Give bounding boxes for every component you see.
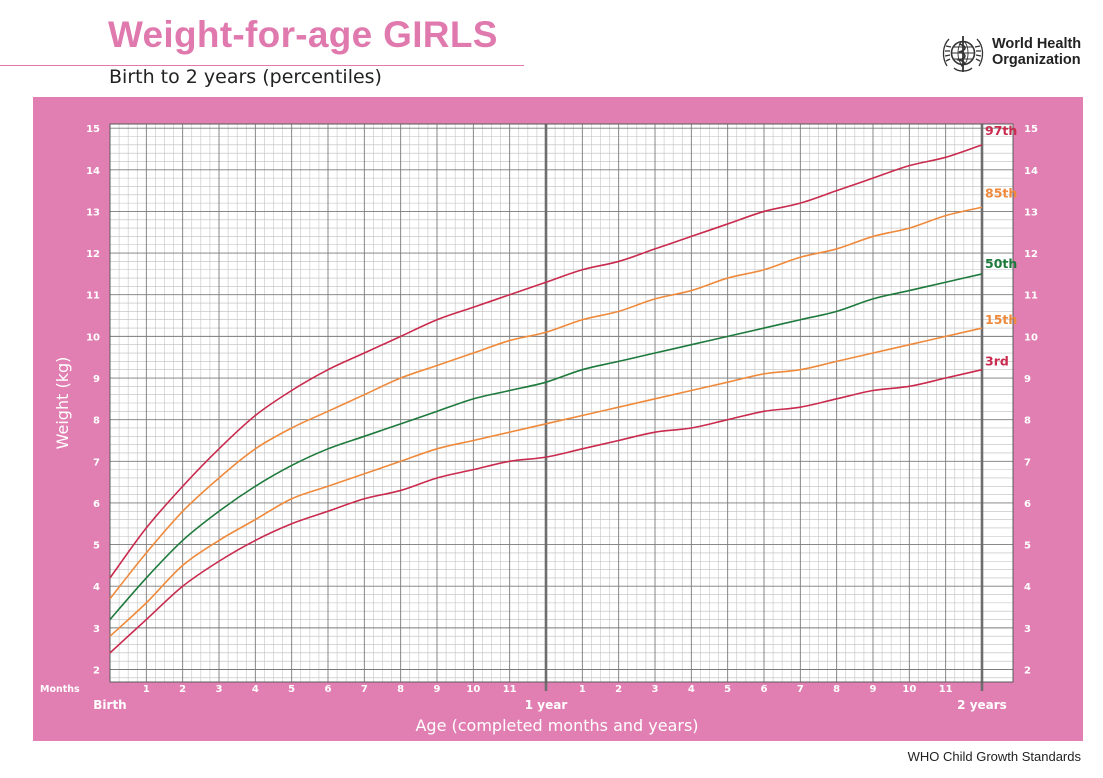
y-tick-labels: 2 2 3 3 4 4 5 5 6 6 7 7 8 8 9 9 10 10 11 11 12 12 13 13 14 14 15 15 xyxy=(86,124,1038,676)
y-tick-label-left: 6 xyxy=(93,499,100,510)
x-tick-label: 4 xyxy=(252,684,259,695)
who-logo-block: World Health Organization xyxy=(940,32,1090,76)
x-tick-label: 8 xyxy=(397,684,404,695)
y-tick-label-right: 12 xyxy=(1024,249,1038,260)
x-tick-label: 11 xyxy=(939,684,953,695)
percentile-labels: 3rd 15th 50th 85th 97th xyxy=(985,123,1017,369)
x-unit-label: Months xyxy=(40,684,80,695)
page-title: Weight-for-age GIRLS xyxy=(108,14,498,55)
y-tick-label-right: 3 xyxy=(1024,624,1031,635)
x-tick-label: 6 xyxy=(325,684,332,695)
y-tick-label-right: 13 xyxy=(1024,207,1038,218)
x-tick-label: 10 xyxy=(466,684,480,695)
x-tick-label: 6 xyxy=(761,684,768,695)
percentile-label-p3: 3rd xyxy=(985,354,1009,369)
y-tick-label-left: 7 xyxy=(93,457,100,468)
y-tick-label-left: 11 xyxy=(86,291,100,302)
x-tick-label: 9 xyxy=(434,684,441,695)
title-divider xyxy=(0,65,524,66)
x-tick-label: 10 xyxy=(902,684,916,695)
x-tick-label: Birth xyxy=(93,698,126,712)
who-name-line1: World Health xyxy=(992,36,1082,52)
y-tick-label-right: 14 xyxy=(1024,166,1038,177)
y-tick-label-right: 5 xyxy=(1024,541,1031,552)
percentile-line-p50 xyxy=(109,273,983,621)
percentile-label-p50: 50th xyxy=(985,256,1017,271)
footer-source: WHO Child Growth Standards xyxy=(907,749,1081,764)
x-tick-label: 1 xyxy=(579,684,586,695)
percentile-label-p97: 97th xyxy=(985,123,1017,138)
grid-minor xyxy=(110,124,1013,682)
percentile-line-p85 xyxy=(109,206,983,600)
x-tick-label: 8 xyxy=(833,684,840,695)
x-tick-label: 2 xyxy=(179,684,186,695)
percentile-line-p3 xyxy=(109,368,983,654)
y-tick-label-right: 8 xyxy=(1024,416,1031,427)
x-axis-title: Age (completed months and years) xyxy=(415,716,698,735)
x-tick-label: 1 xyxy=(143,684,150,695)
x-tick-label: 3 xyxy=(216,684,223,695)
x-tick-label: 2 years xyxy=(957,698,1007,712)
x-tick-label: 3 xyxy=(652,684,659,695)
plot-border xyxy=(109,123,1014,683)
y-tick-label-left: 8 xyxy=(93,416,100,427)
y-tick-label-left: 9 xyxy=(93,374,100,385)
x-tick-label: 7 xyxy=(797,684,804,695)
x-tick-label: 11 xyxy=(503,684,517,695)
y-tick-label-left: 2 xyxy=(93,666,100,677)
x-tick-label: 1 year xyxy=(525,698,568,712)
y-tick-label-right: 7 xyxy=(1024,457,1031,468)
y-tick-label-right: 15 xyxy=(1024,124,1038,135)
percentile-label-p15: 15th xyxy=(985,312,1017,327)
y-tick-label-left: 10 xyxy=(86,332,100,343)
percentile-lines xyxy=(109,144,983,654)
grid-major xyxy=(109,123,1014,691)
who-name: World Health Organization xyxy=(992,36,1081,68)
percentile-line-p97 xyxy=(109,144,983,579)
y-tick-label-left: 5 xyxy=(93,541,100,552)
y-tick-label-left: 12 xyxy=(86,249,100,260)
x-tick-label: 7 xyxy=(361,684,368,695)
who-name-line2: Organization xyxy=(992,52,1081,68)
y-tick-label-right: 6 xyxy=(1024,499,1031,510)
x-tick-label: 9 xyxy=(870,684,877,695)
y-tick-label-right: 2 xyxy=(1024,666,1031,677)
x-tick-label: 4 xyxy=(688,684,695,695)
y-tick-label-right: 4 xyxy=(1024,582,1031,593)
y-tick-label-right: 9 xyxy=(1024,374,1031,385)
percentile-label-p85: 85th xyxy=(985,185,1017,200)
x-tick-label: 2 xyxy=(615,684,622,695)
y-tick-label-left: 3 xyxy=(93,624,100,635)
x-tick-label: 5 xyxy=(288,684,295,695)
y-tick-label-right: 10 xyxy=(1024,332,1038,343)
x-tick-label: 5 xyxy=(724,684,731,695)
who-emblem-icon xyxy=(942,36,984,72)
percentile-line-p15 xyxy=(109,327,983,637)
page-subtitle: Birth to 2 years (percentiles) xyxy=(109,66,382,88)
y-axis-title: Weight (kg) xyxy=(53,357,72,450)
y-tick-label-left: 13 xyxy=(86,207,100,218)
y-tick-label-left: 4 xyxy=(93,582,100,593)
y-tick-label-right: 11 xyxy=(1024,291,1038,302)
y-tick-label-left: 15 xyxy=(86,124,100,135)
x-tick-labels: Birth 1 2 3 4 5 6 7 8 9 10 11 1 year 1 2 3 4 5 6 7 8 9 10 11 2 y… xyxy=(93,684,1007,712)
y-tick-label-left: 14 xyxy=(86,166,100,177)
